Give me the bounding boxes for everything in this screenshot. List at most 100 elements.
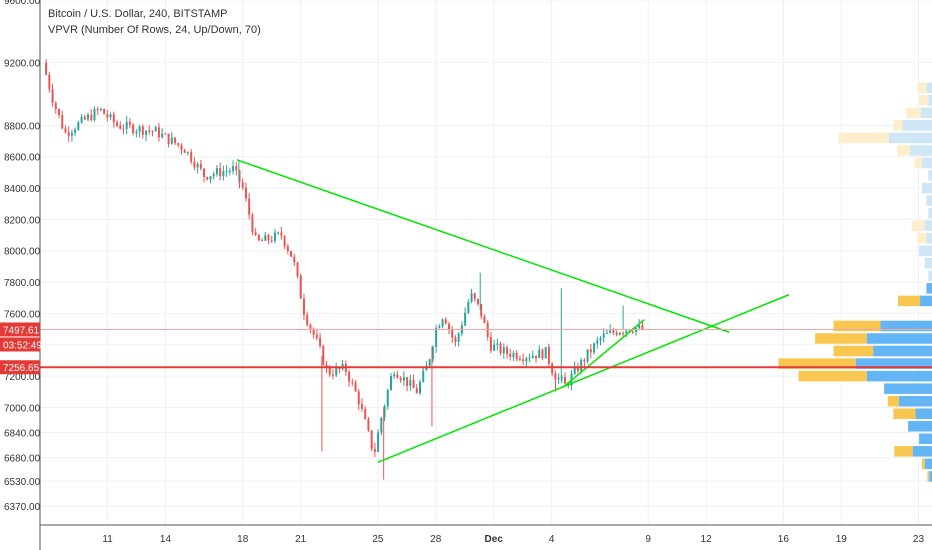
vp-bar-down [911,220,925,231]
candle-body [496,343,499,345]
vp-bar-up [873,345,932,357]
candle-body [454,337,457,342]
candle-body [396,374,399,378]
candle-body [386,390,389,407]
vp-bar-up [924,258,932,269]
candle-body [125,121,128,129]
candle-body [322,345,325,365]
candle-body [509,353,512,358]
vp-bar-up [898,395,932,407]
vp-bar-down [906,107,921,119]
candle-body [138,126,141,132]
candle-body [547,347,550,364]
candle-body [564,376,567,384]
candle-body [634,328,637,332]
candle-body [409,380,412,386]
vp-bar-up [920,107,932,119]
x-tick-label: Dec [485,534,504,545]
vp-bar-up [912,446,932,457]
candle-body [293,256,296,263]
candle-body [90,114,93,121]
candle-body [244,187,247,199]
candle-body [354,382,357,392]
candle-body [64,128,67,133]
candle-body [161,133,164,138]
candle-body [612,330,615,333]
candle-body [141,126,144,135]
vp-bar-up [929,471,932,482]
candle-body [80,116,83,123]
candle-body [580,359,583,372]
vp-bar-up [919,433,932,445]
candle-body [196,163,199,168]
candle-body [302,298,305,315]
candle-body [283,236,286,247]
candle-body [199,163,202,169]
candle-body [364,408,367,420]
vp-bar-up [902,120,932,131]
chart-title[interactable]: Bitcoin / U.S. Dollar, 240, BITSTAMP [48,8,228,20]
vp-bar-down [897,295,921,307]
candle-body [541,349,544,359]
candle-body [522,359,525,361]
candle-body [406,377,409,386]
candle-body [222,171,225,177]
candle-body [148,130,151,132]
y-tick-label: 9600.00 [4,0,41,7]
trendline [377,293,790,464]
candle-body [267,235,270,241]
candle-body [170,137,173,144]
y-tick-label: 6370.00 [4,502,41,513]
countdown-label-bg [0,337,40,352]
vp-bar-down [927,471,930,482]
candle-body [103,108,106,115]
candle-body [499,343,502,354]
candle-body [106,114,109,118]
candle-body [331,374,334,376]
indicator-label[interactable]: VPVR (Number Of Rows, 24, Up/Down, 70) [48,24,261,36]
vp-bar-up [919,245,932,257]
chart-legend: Bitcoin / U.S. Dollar, 240, BITSTAMP VPV… [48,6,261,38]
candle-body [261,240,264,242]
candle-body [128,121,131,125]
candle-body [583,359,586,362]
candle-body [54,102,57,109]
candle-body [315,334,318,338]
vp-bar-up [909,145,932,156]
candle-body [290,251,293,257]
candle-body [373,448,376,452]
candle-body [512,352,515,358]
countdown-label: 03:52:49 [3,340,42,351]
vp-bar-up [915,408,932,419]
vp-bar-up [921,157,932,169]
candle-body [109,114,112,118]
candle-body [122,128,125,130]
candle-body [531,355,534,358]
vp-bar-up [855,358,932,369]
candle-body [280,232,283,237]
trendlines[interactable] [40,159,932,464]
vp-bar-up [920,295,932,307]
level-price-label: 7256.65 [3,363,40,374]
price-labels: 7497.61 03:52:49 7256.65 [0,322,42,375]
vp-bar-down [893,120,903,131]
candle-body [177,143,180,146]
vp-bar-up [926,283,932,294]
candle-body [589,349,592,353]
candle-body [45,62,48,75]
candle-body [470,293,473,302]
vp-bar-down [815,333,867,344]
trendline [236,159,730,333]
candle-body [48,74,51,90]
vp-bar-up [908,421,932,432]
vp-bar-down [887,395,899,407]
vp-bar-down [897,145,910,156]
candle-body [264,235,267,241]
candle-body [477,299,480,304]
vp-bar-down [914,157,922,169]
candle-body [631,331,634,333]
y-tick-label: 8800.00 [4,121,41,132]
candle-body [309,324,312,329]
